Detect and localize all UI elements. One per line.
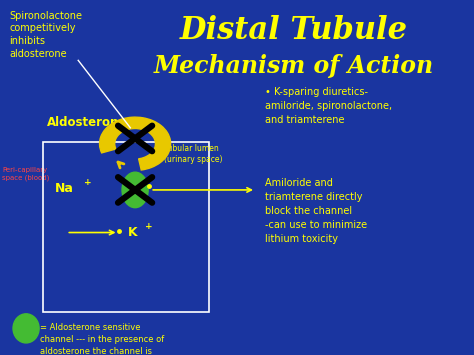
Text: Tubular lumen
(urinary space): Tubular lumen (urinary space) bbox=[164, 144, 222, 164]
Text: Mechanism of Action: Mechanism of Action bbox=[154, 54, 434, 78]
Text: Spironolactone
competitively
inhibits
aldosterone: Spironolactone competitively inhibits al… bbox=[9, 11, 82, 59]
Text: Distal Tubule: Distal Tubule bbox=[180, 15, 408, 46]
Text: Na: Na bbox=[55, 182, 73, 195]
Text: Aldosterone: Aldosterone bbox=[47, 116, 128, 129]
Text: Peri-capillary
space (blood): Peri-capillary space (blood) bbox=[2, 167, 50, 181]
Text: Amiloride and
triamterene directly
block the channel
-can use to minimize
lithiu: Amiloride and triamterene directly block… bbox=[265, 178, 367, 244]
Text: +: + bbox=[145, 222, 152, 231]
Text: K: K bbox=[128, 226, 137, 239]
Text: = Aldosterone sensitive
channel --- in the presence of
aldosterone the channel i: = Aldosterone sensitive channel --- in t… bbox=[40, 323, 164, 355]
Ellipse shape bbox=[13, 314, 39, 343]
Text: +: + bbox=[84, 178, 91, 187]
Text: • K-sparing diuretics-
amiloride, spironolactone,
and triamterene: • K-sparing diuretics- amiloride, spiron… bbox=[265, 87, 392, 125]
Wedge shape bbox=[100, 117, 171, 170]
Ellipse shape bbox=[122, 172, 148, 208]
